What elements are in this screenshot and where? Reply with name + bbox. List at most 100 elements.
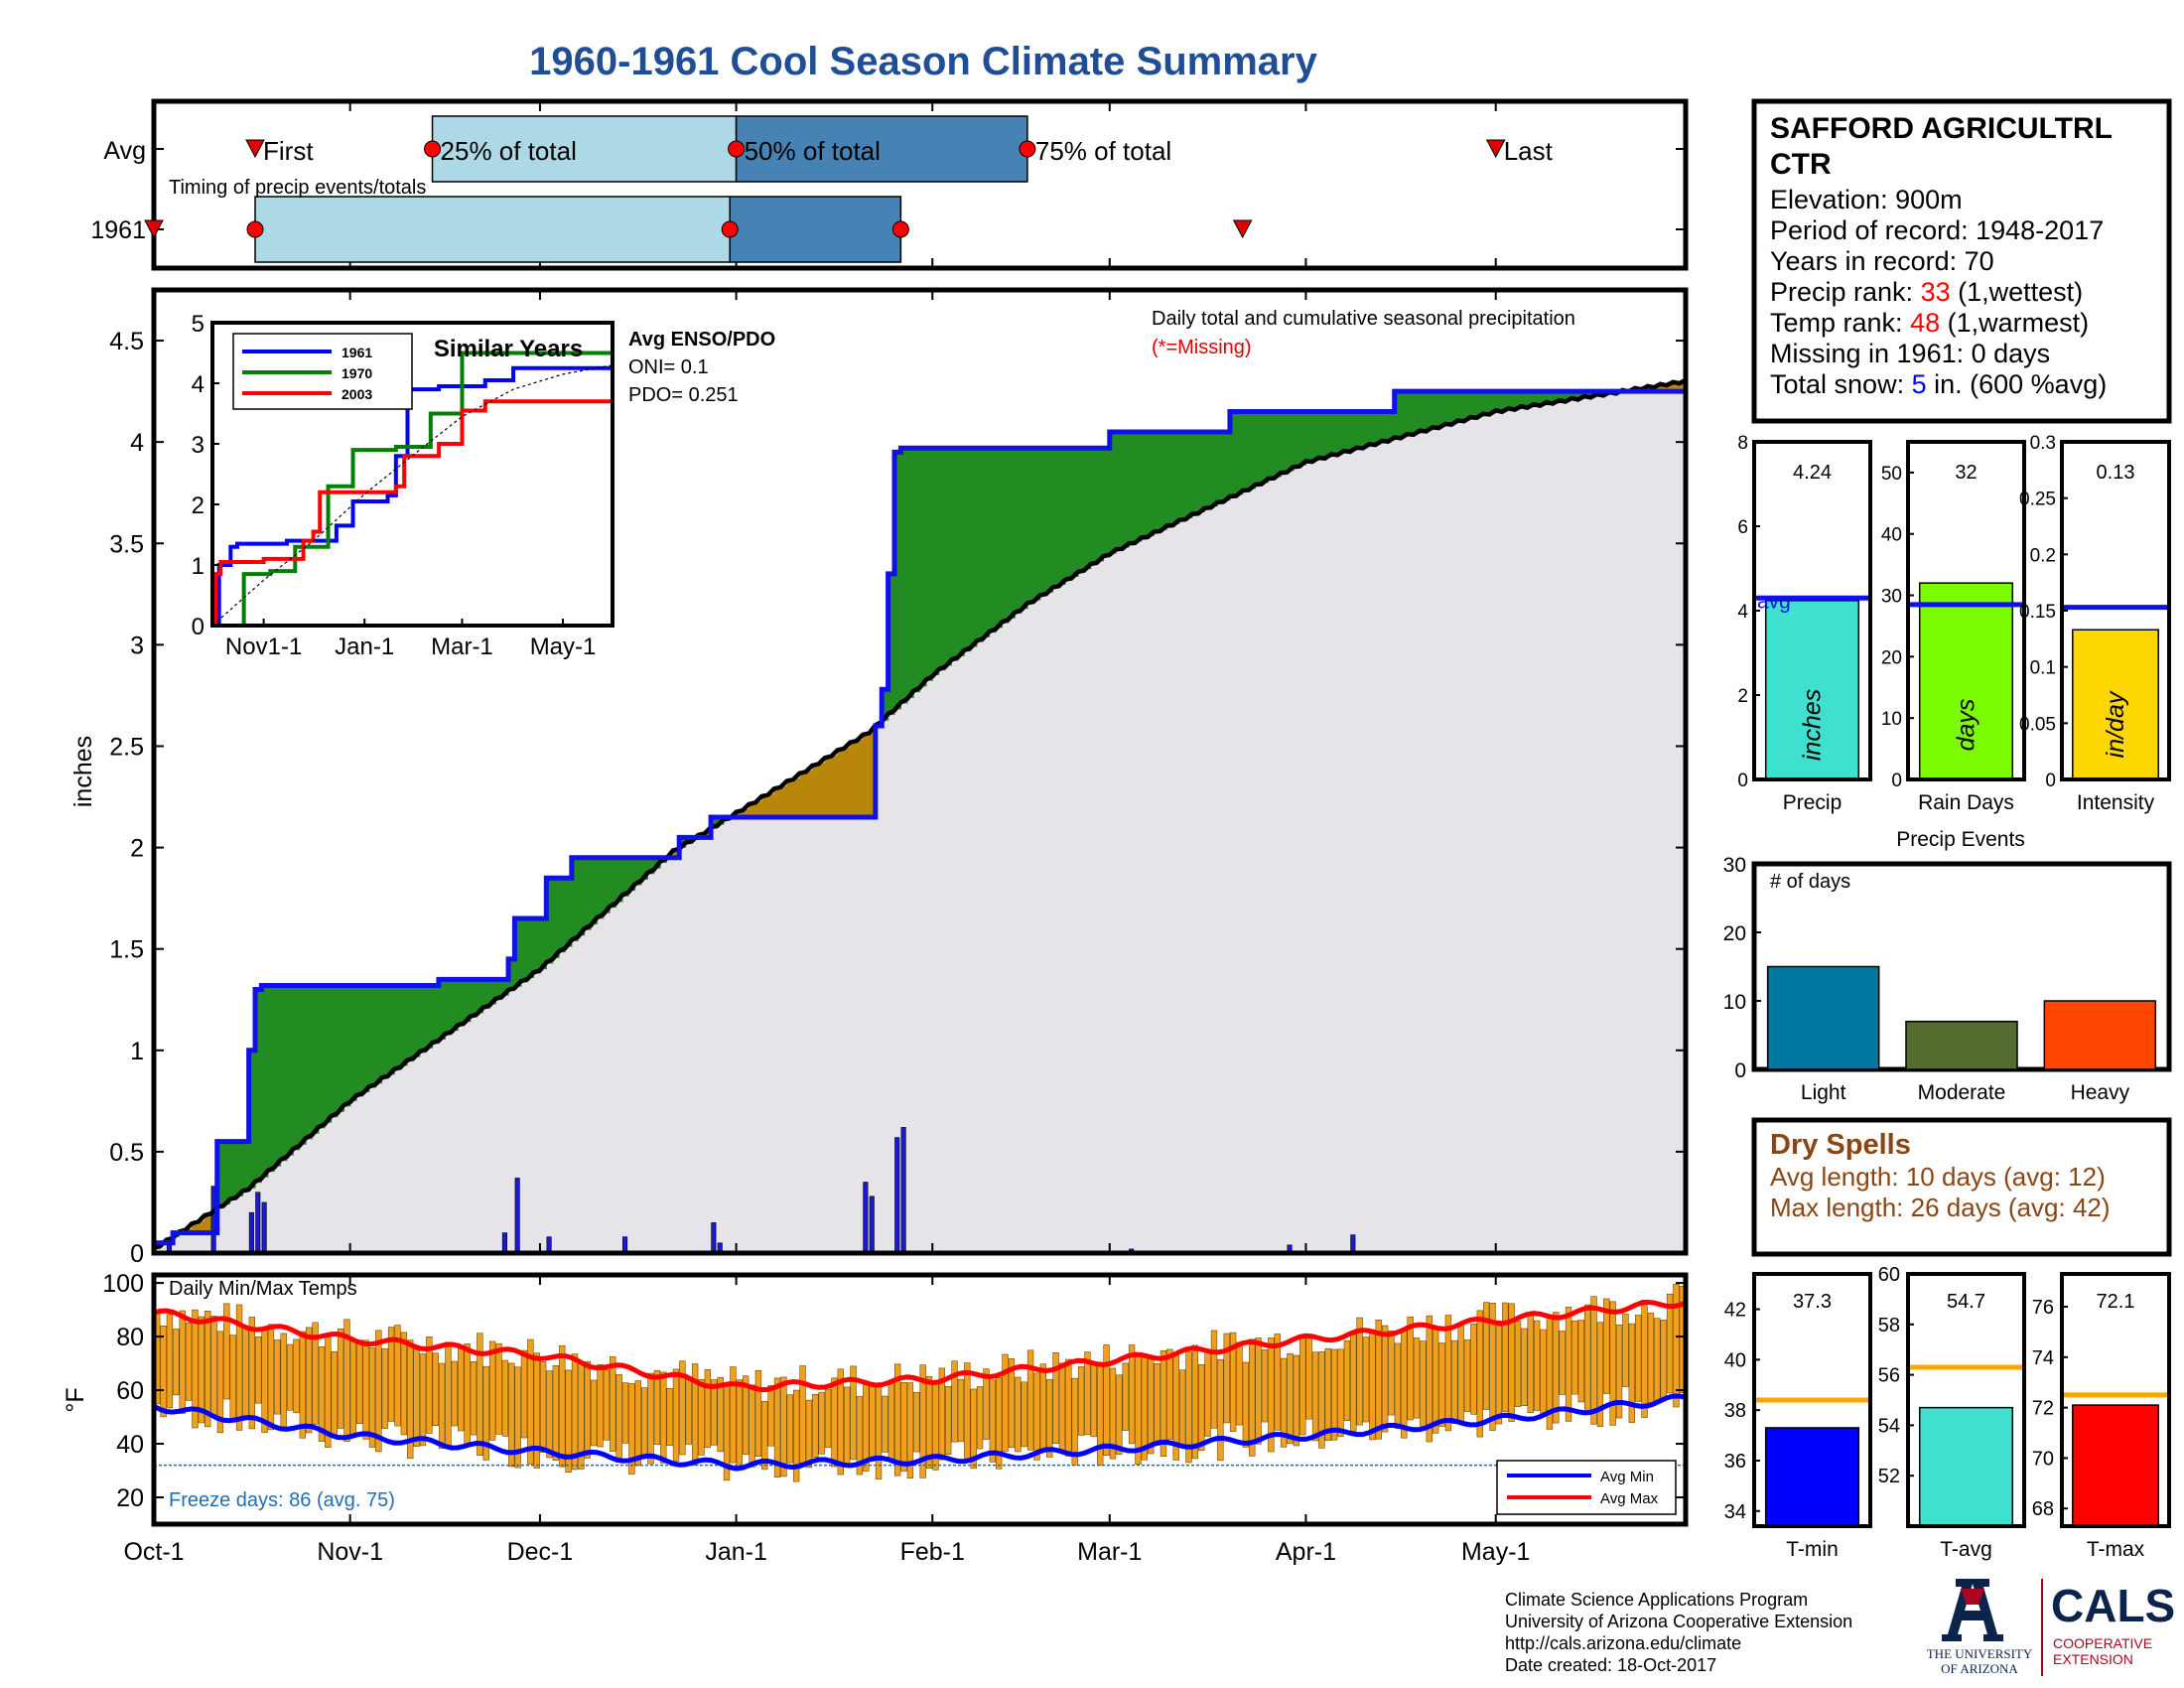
surplus-area (1463, 391, 1471, 421)
daily-temp-bar (508, 1362, 515, 1468)
timing-event-marker (1232, 219, 1253, 239)
temp-panel-x-label: T-avg (1940, 1538, 1992, 1561)
daily-temp-bar (996, 1377, 1003, 1470)
temp-panel-t-avg: 52 54 56 58 60 54.7 T-avg (1878, 1264, 2026, 1561)
daily-temp-bar (1521, 1328, 1528, 1406)
surplus-area (419, 985, 427, 1054)
freeze-days: Freeze days: 86 (avg. 75) (169, 1489, 395, 1511)
surplus-area (938, 448, 946, 671)
deficit-area (792, 777, 800, 817)
daily-temp-bar (1160, 1349, 1167, 1458)
daily-temp-bar (1356, 1317, 1363, 1426)
ua-name-line2: OF ARIZONA (1941, 1661, 2018, 1676)
daily-temp-bar (590, 1379, 598, 1447)
daily-temp-bar (1420, 1340, 1427, 1429)
surplus-area (1210, 431, 1218, 507)
deficit-area (812, 767, 820, 817)
surplus-area (1482, 391, 1490, 415)
temp-panel-y-tick-label: 74 (2032, 1347, 2054, 1369)
surplus-area (1559, 391, 1567, 402)
summary-unit-label: in/day (2102, 690, 2129, 758)
surplus-area (1084, 448, 1092, 570)
temp-y-tick-label: 100 (102, 1270, 144, 1298)
surplus-area (293, 985, 301, 1151)
daily-temp-bar (597, 1364, 604, 1448)
daily-precip-bar (863, 1182, 869, 1253)
surplus-area (464, 979, 472, 1023)
surplus-area (451, 979, 459, 1032)
surplus-area (242, 1141, 250, 1193)
daily-precip-bar (501, 1232, 507, 1253)
surplus-area (387, 985, 395, 1075)
summary-y-tick-label: 6 (1737, 517, 1748, 538)
daily-temp-bar (1590, 1296, 1597, 1425)
daily-temp-bar (337, 1329, 344, 1429)
summary-y-tick-label: 40 (1881, 525, 1902, 546)
surplus-area (520, 918, 528, 983)
surplus-area (590, 857, 598, 924)
temp-panel-x-label: T-min (1786, 1538, 1839, 1561)
events-x-label: Light (1801, 1081, 1846, 1104)
daily-temp-bar (1039, 1363, 1047, 1452)
surplus-area (1122, 431, 1130, 548)
cals-sub-1: COOPERATIVE (2053, 1635, 2152, 1651)
daily-temp-bar (919, 1364, 926, 1478)
daily-temp-bar (559, 1344, 566, 1468)
daily-temp-bar (856, 1395, 864, 1476)
surplus-area (996, 448, 1003, 629)
daily-temp-bar (1002, 1353, 1009, 1452)
daily-temp-bar (1324, 1348, 1331, 1442)
daily-temp-bar (1609, 1301, 1616, 1426)
surplus-area (1046, 448, 1053, 593)
precip-chart-note: Daily total and cumulative seasonal prec… (1152, 308, 1575, 330)
daily-temp-bar (375, 1330, 382, 1453)
daily-temp-bar (482, 1365, 489, 1461)
deficit-area (831, 755, 839, 817)
daily-temp-bar (419, 1353, 427, 1447)
daily-temp-bar (640, 1387, 648, 1456)
timing-percentile-dot (721, 220, 739, 238)
surplus-area (1255, 411, 1263, 487)
daily-temp-bar (906, 1382, 914, 1478)
surplus-area (1008, 448, 1016, 619)
summary-unit-label: inches (1799, 689, 1827, 761)
daily-temp-bar (464, 1342, 471, 1448)
deficit-area (1673, 382, 1681, 392)
daily-temp-bar (1198, 1363, 1205, 1451)
timing-label-50: 50% of total (745, 136, 881, 166)
daily-temp-bar (964, 1362, 971, 1462)
season-cumulative-line (154, 388, 1686, 1246)
daily-temp-bar (387, 1327, 395, 1422)
daily-temp-bar (666, 1388, 673, 1447)
daily-temp-bar (1394, 1342, 1402, 1429)
surplus-area (1058, 448, 1066, 585)
daily-temp-bar (742, 1375, 750, 1456)
daily-temp-bar (1470, 1323, 1477, 1415)
surplus-area (1160, 431, 1167, 530)
surplus-area (1242, 411, 1250, 492)
deficit-area (818, 763, 826, 817)
daily-temp-bar (1654, 1318, 1661, 1403)
deficit-area (869, 732, 877, 817)
daily-temp-bar (1381, 1325, 1389, 1433)
daily-temp-bar (786, 1394, 793, 1464)
daily-temp-bar (216, 1331, 224, 1434)
surplus-area (1318, 411, 1326, 460)
station-name: SAFFORD AGRICULTRL (1770, 112, 2113, 145)
daily-temp-bar (451, 1360, 459, 1427)
x-tick-label: Mar-1 (1077, 1538, 1142, 1566)
daily-temp-bar (1514, 1321, 1522, 1407)
daily-temp-bar (584, 1360, 591, 1459)
inset-line-1970 (212, 350, 613, 626)
surplus-area (1021, 448, 1028, 610)
timing-event-marker (1485, 139, 1506, 159)
surplus-area (1097, 448, 1105, 562)
summary-y-tick-label: 0.1 (2030, 658, 2056, 679)
daily-temp-bar (1641, 1300, 1648, 1418)
page-title: 1960-1961 Cool Season Climate Summary (529, 40, 1317, 83)
daily-temp-bar (1571, 1320, 1578, 1395)
daily-temp-bar (792, 1389, 800, 1482)
inset-y-tick-label: 4 (192, 371, 205, 398)
footer-line-3: http://cals.arizona.edu/climate (1505, 1633, 1741, 1653)
surplus-area (1071, 448, 1079, 578)
